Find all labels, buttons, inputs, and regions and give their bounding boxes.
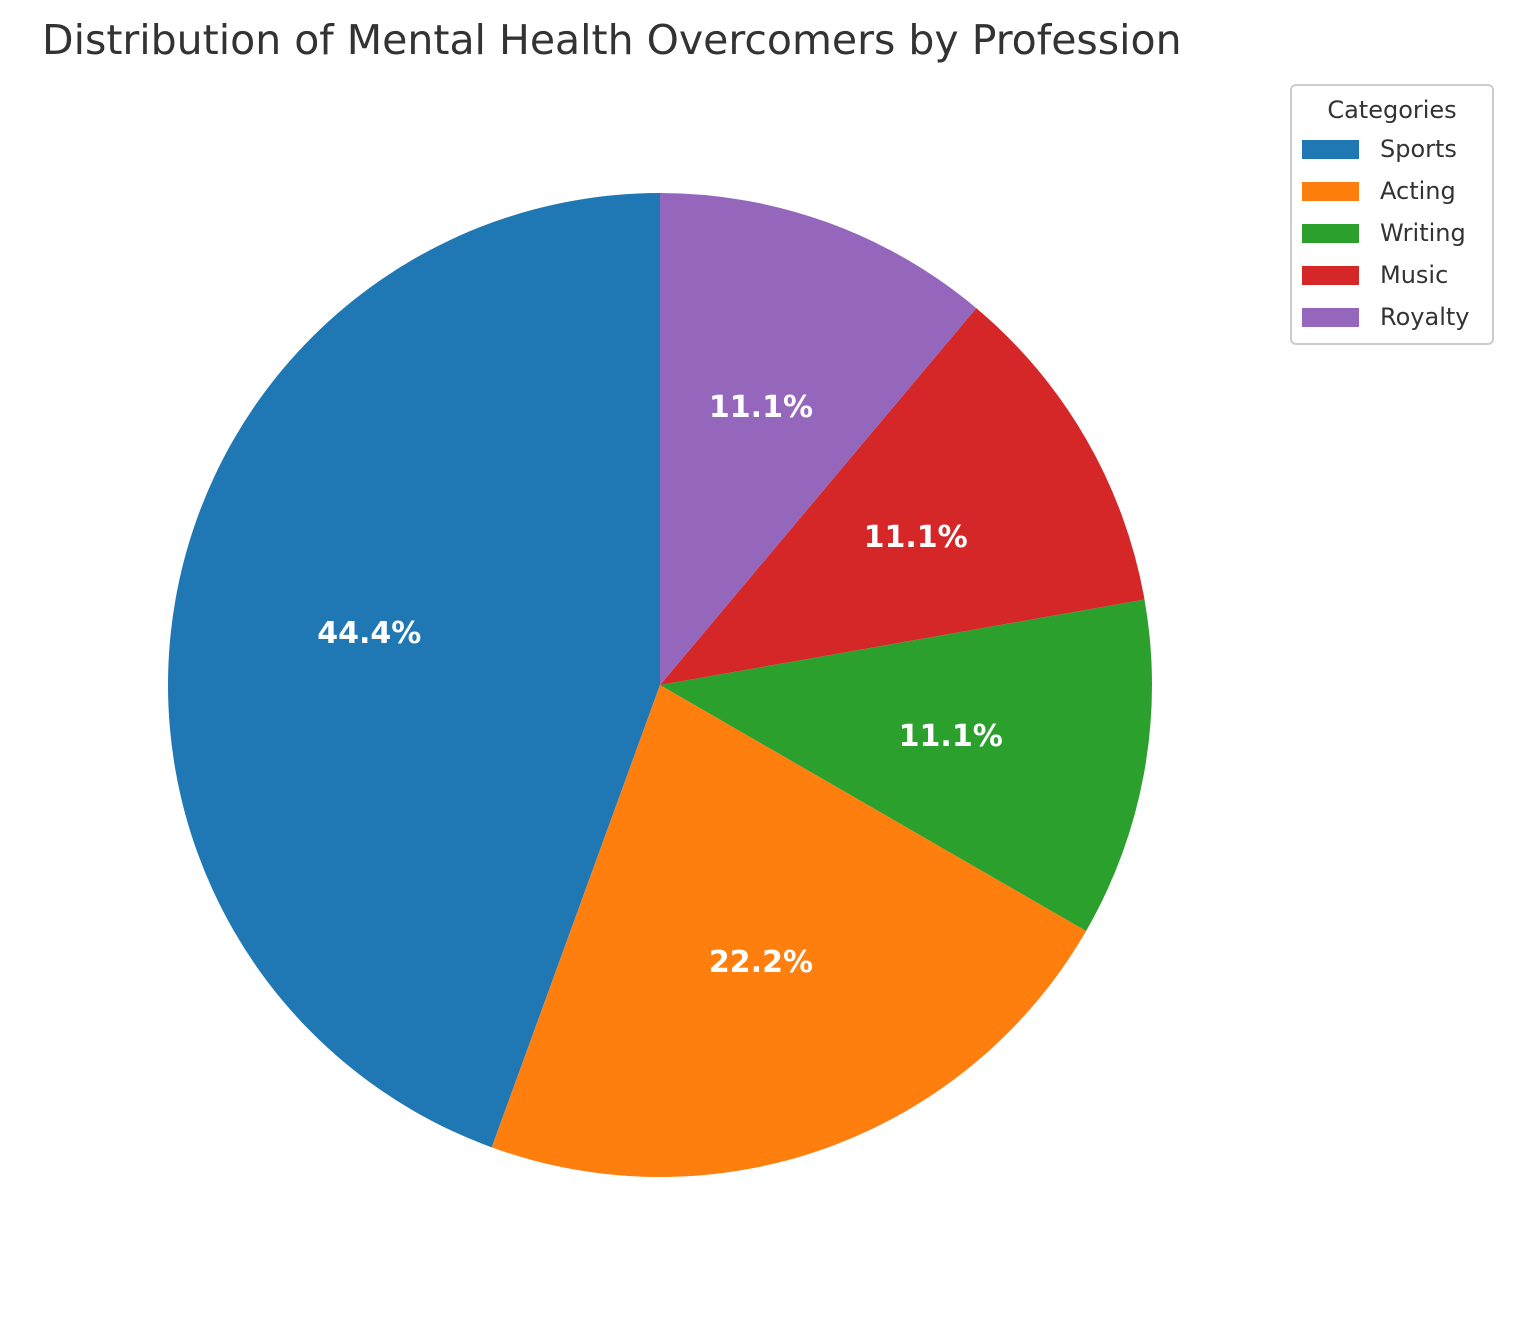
legend-swatch-writing bbox=[1302, 224, 1359, 243]
legend-title: Categories bbox=[1327, 96, 1456, 124]
legend-label-music: Music bbox=[1380, 261, 1448, 289]
pie-slice-writing bbox=[660, 599, 1152, 931]
legend-swatch-acting bbox=[1302, 182, 1359, 201]
slice-value-label-royalty: 11.1% bbox=[709, 390, 813, 425]
legend-label-acting: Acting bbox=[1380, 177, 1456, 205]
legend-label-royalty: Royalty bbox=[1380, 303, 1469, 331]
pie-slice-royalty bbox=[660, 193, 977, 685]
pie-slice-sports bbox=[168, 193, 660, 1148]
pie-slices bbox=[168, 193, 1152, 1177]
slice-value-label-sports: 44.4% bbox=[317, 616, 421, 651]
slice-value-label-acting: 22.2% bbox=[709, 945, 813, 980]
legend-swatch-music bbox=[1302, 266, 1359, 285]
pie-slice-labels: 44.4% 22.2% 11.1% 11.1% 11.1% bbox=[317, 390, 1003, 980]
legend-swatch-royalty bbox=[1302, 308, 1359, 327]
legend-label-sports: Sports bbox=[1380, 135, 1457, 163]
chart-title: Distribution of Mental Health Overcomers… bbox=[42, 16, 1182, 64]
pie-slice-acting bbox=[491, 685, 1087, 1177]
legend-swatch-sports bbox=[1302, 140, 1359, 159]
pie-slice-music bbox=[660, 308, 1145, 685]
slice-value-label-music: 11.1% bbox=[864, 520, 968, 555]
legend-label-writing: Writing bbox=[1380, 219, 1466, 247]
slice-value-label-writing: 11.1% bbox=[899, 719, 1003, 754]
legend-items: Sports Acting Writing Music Royalty bbox=[1302, 135, 1469, 331]
legend: Categories Sports Acting Writing Music Royal… bbox=[1290, 84, 1494, 345]
